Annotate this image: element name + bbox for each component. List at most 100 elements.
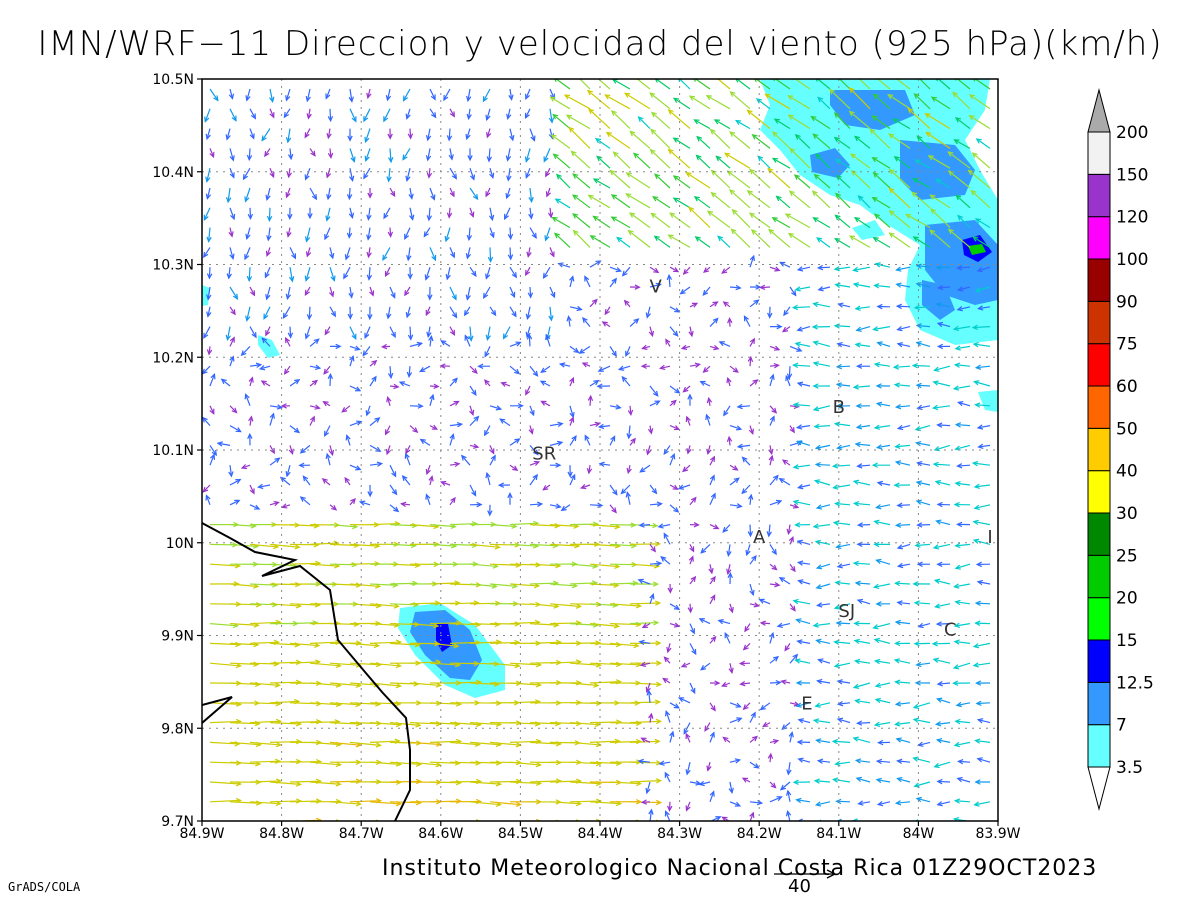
wind-vector-icon	[876, 341, 891, 347]
wind-vector-icon	[954, 345, 971, 351]
wind-vector-icon	[449, 496, 456, 506]
wind-vector-icon	[483, 286, 491, 300]
wind-vector-icon	[726, 544, 732, 557]
wind-vector-icon	[789, 503, 800, 509]
wind-vector-icon	[321, 478, 331, 486]
wind-vector-icon	[529, 523, 561, 529]
wind-vector-icon	[672, 175, 691, 189]
wind-vector-icon	[269, 679, 303, 686]
wind-vector-icon	[468, 326, 474, 342]
wind-vector-icon	[912, 236, 931, 248]
wind-vectors	[202, 79, 991, 821]
wind-vector-icon	[349, 148, 356, 163]
wind-vector-icon	[209, 405, 215, 415]
wind-vector-icon	[974, 738, 991, 744]
wind-vector-icon	[609, 277, 618, 288]
wind-vector-icon	[769, 796, 783, 803]
wind-vector-icon	[769, 781, 777, 789]
wind-vector-icon	[954, 444, 971, 451]
wind-vector-icon	[659, 364, 671, 371]
wind-vector-icon	[915, 382, 931, 389]
wind-vector-icon	[834, 214, 851, 229]
wind-vector-icon	[729, 365, 739, 373]
wind-vector-icon	[835, 158, 851, 169]
wind-vector-icon	[954, 422, 971, 428]
wind-vector-icon	[749, 254, 755, 268]
wind-vector-icon	[709, 702, 716, 712]
wind-vector-icon	[669, 326, 679, 337]
wind-vector-icon	[703, 266, 711, 274]
wind-vector-icon	[974, 779, 991, 785]
wind-vector-icon	[299, 444, 311, 454]
reference-vector-icon	[774, 869, 837, 879]
wind-vector-icon	[894, 580, 911, 587]
wind-vector-icon	[728, 603, 734, 614]
wind-vector-icon	[469, 168, 476, 181]
wind-vector-icon	[529, 445, 539, 456]
wind-vector-icon	[669, 702, 680, 709]
wind-vector-icon	[976, 718, 991, 724]
wind-vector-icon	[309, 415, 315, 426]
wind-vector-icon	[669, 484, 679, 490]
wind-vector-icon	[685, 801, 691, 812]
wind-vector-icon	[489, 168, 495, 180]
wind-vector-icon	[302, 475, 311, 486]
wind-vector-icon	[309, 379, 319, 387]
y-tick-label: 10.2N	[152, 350, 194, 366]
wind-vector-icon	[526, 247, 532, 258]
wind-vector-icon	[812, 718, 831, 724]
wind-vector-icon	[787, 232, 811, 248]
wind-vector-icon	[387, 128, 393, 140]
wind-vector-icon	[487, 247, 494, 263]
wind-vector-icon	[309, 148, 316, 157]
wind-vector-icon	[669, 306, 681, 313]
wind-vector-icon	[570, 150, 591, 169]
wind-vector-icon	[358, 500, 371, 506]
wind-vector-icon	[663, 532, 671, 545]
wind-vector-icon	[566, 315, 572, 327]
wind-vector-icon	[626, 465, 632, 475]
wind-vector-icon	[728, 663, 734, 674]
wind-vector-icon	[649, 560, 663, 567]
wind-vector-icon	[249, 286, 256, 297]
wind-vector-icon	[729, 801, 742, 807]
wind-vector-icon	[269, 500, 280, 507]
wind-vector-icon	[700, 662, 711, 671]
wind-vector-icon	[888, 187, 911, 209]
wind-vector-icon	[784, 213, 811, 229]
wind-vector-icon	[975, 561, 991, 568]
wind-vector-icon	[953, 139, 971, 149]
wind-vector-icon	[547, 207, 554, 219]
wind-vector-icon	[248, 376, 254, 387]
wind-vector-icon	[973, 504, 991, 510]
wind-vector-icon	[449, 600, 480, 606]
wind-vector-icon	[629, 718, 663, 725]
wind-vector-icon	[762, 721, 771, 728]
wind-vector-icon	[589, 421, 601, 428]
wind-vector-icon	[529, 460, 541, 466]
wind-vector-icon	[856, 720, 871, 726]
wind-vector-icon	[245, 227, 251, 241]
wind-vector-icon	[811, 190, 831, 209]
wind-vector-icon	[954, 563, 971, 570]
wind-vector-icon	[789, 563, 796, 573]
wind-vector-icon	[970, 189, 991, 209]
wind-vector-icon	[329, 306, 337, 318]
wind-vector-icon	[265, 326, 271, 337]
wind-vector-icon	[348, 286, 354, 299]
wind-vector-icon	[249, 504, 261, 510]
wind-vector-icon	[639, 661, 651, 667]
wind-vector-icon	[572, 194, 591, 209]
wind-vector-icon	[549, 503, 562, 509]
wind-vector-icon	[895, 282, 911, 288]
wind-vector-icon	[229, 336, 235, 347]
wind-vector-icon	[833, 662, 851, 669]
wind-vector-icon	[741, 484, 751, 495]
wind-vector-icon	[727, 571, 733, 585]
colorbar-label: 12.5	[1116, 673, 1154, 693]
wind-vector-icon	[229, 425, 242, 433]
wind-vector-icon	[423, 227, 431, 238]
wind-vector-icon	[485, 108, 491, 122]
wind-vector-icon	[936, 681, 951, 687]
